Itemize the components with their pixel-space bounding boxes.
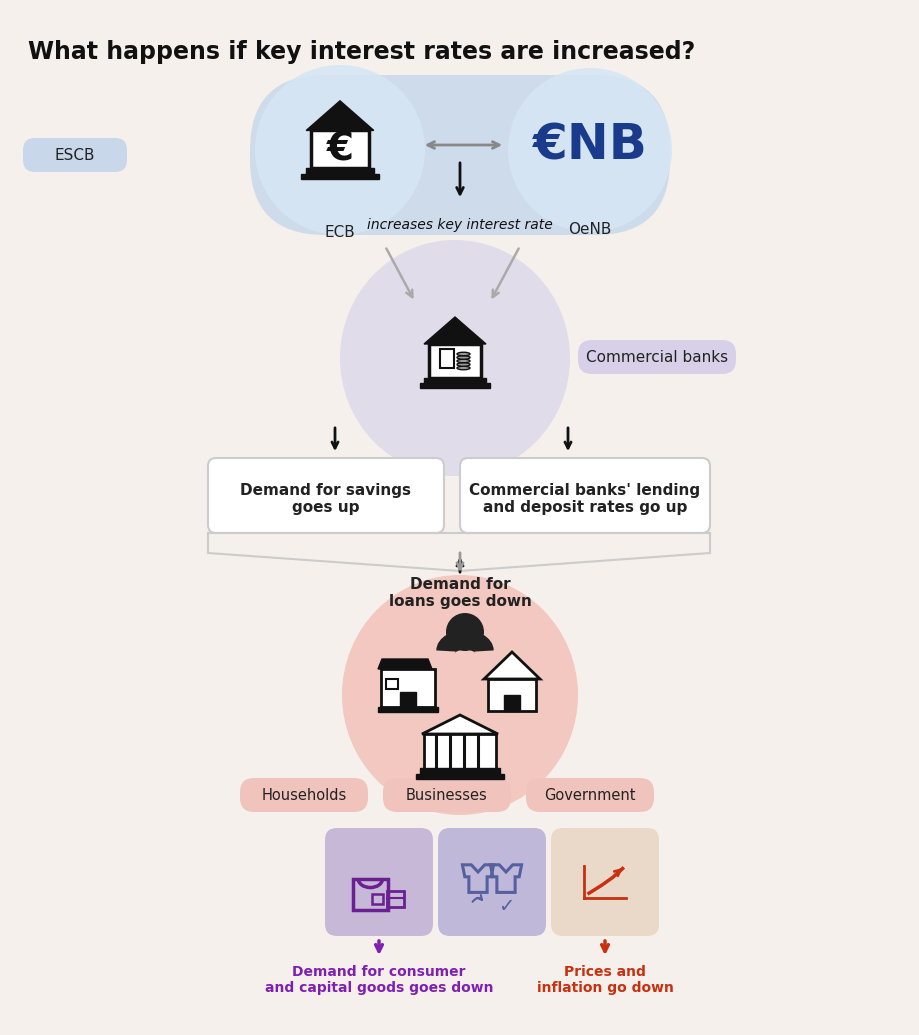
Circle shape bbox=[446, 613, 483, 651]
Text: Demand for savings
goes up: Demand for savings goes up bbox=[240, 483, 411, 515]
Bar bbox=[420, 383, 490, 388]
Text: Demand for
loans goes down: Demand for loans goes down bbox=[388, 576, 531, 610]
FancyBboxPatch shape bbox=[550, 828, 658, 936]
Bar bbox=[386, 891, 403, 907]
Text: ESCB: ESCB bbox=[55, 148, 96, 162]
Text: OeNB: OeNB bbox=[568, 221, 611, 237]
Bar bbox=[439, 349, 453, 368]
Ellipse shape bbox=[340, 240, 570, 476]
Ellipse shape bbox=[342, 575, 577, 815]
Text: Demand for consumer
and capital goods goes down: Demand for consumer and capital goods go… bbox=[265, 965, 493, 996]
Bar bbox=[301, 174, 379, 179]
Text: Commercial banks: Commercial banks bbox=[585, 350, 727, 364]
Text: €NB: €NB bbox=[532, 121, 647, 169]
Bar bbox=[386, 679, 398, 689]
Text: Households: Households bbox=[261, 788, 346, 802]
Text: Businesses: Businesses bbox=[405, 788, 487, 802]
Bar bbox=[420, 768, 499, 774]
Bar bbox=[378, 707, 437, 712]
Polygon shape bbox=[424, 317, 485, 344]
Ellipse shape bbox=[255, 65, 425, 235]
Bar bbox=[400, 692, 415, 707]
FancyBboxPatch shape bbox=[23, 138, 127, 172]
FancyBboxPatch shape bbox=[382, 778, 510, 812]
Ellipse shape bbox=[457, 359, 470, 362]
Ellipse shape bbox=[457, 352, 470, 356]
FancyBboxPatch shape bbox=[437, 828, 545, 936]
Bar bbox=[415, 774, 504, 779]
Polygon shape bbox=[422, 715, 497, 734]
Bar bbox=[311, 130, 369, 168]
Polygon shape bbox=[483, 652, 539, 679]
Ellipse shape bbox=[457, 366, 470, 369]
FancyBboxPatch shape bbox=[526, 778, 653, 812]
Bar bbox=[424, 378, 485, 383]
Bar bbox=[487, 679, 536, 711]
FancyBboxPatch shape bbox=[250, 75, 669, 235]
Bar bbox=[424, 734, 495, 770]
Bar bbox=[371, 893, 382, 905]
FancyBboxPatch shape bbox=[208, 459, 444, 533]
FancyBboxPatch shape bbox=[240, 778, 368, 812]
Bar bbox=[428, 344, 481, 378]
Text: ECB: ECB bbox=[324, 225, 355, 240]
Bar bbox=[504, 694, 519, 711]
Text: Government: Government bbox=[544, 788, 635, 802]
Ellipse shape bbox=[507, 68, 671, 232]
FancyBboxPatch shape bbox=[577, 341, 735, 374]
FancyBboxPatch shape bbox=[324, 828, 433, 936]
Bar bbox=[380, 669, 435, 707]
Text: Prices and
inflation go down: Prices and inflation go down bbox=[536, 965, 673, 996]
Bar bbox=[352, 879, 388, 910]
Ellipse shape bbox=[457, 356, 470, 359]
Text: What happens if key interest rates are increased?: What happens if key interest rates are i… bbox=[28, 40, 695, 64]
Ellipse shape bbox=[457, 362, 470, 366]
Polygon shape bbox=[306, 100, 373, 130]
Text: ✓: ✓ bbox=[497, 896, 514, 916]
Text: Commercial banks' lending
and deposit rates go up: Commercial banks' lending and deposit ra… bbox=[469, 483, 699, 515]
FancyBboxPatch shape bbox=[460, 459, 709, 533]
Text: increases key interest rate: increases key interest rate bbox=[367, 218, 552, 232]
Polygon shape bbox=[378, 659, 432, 669]
Text: €: € bbox=[326, 130, 353, 168]
Bar bbox=[306, 168, 373, 174]
